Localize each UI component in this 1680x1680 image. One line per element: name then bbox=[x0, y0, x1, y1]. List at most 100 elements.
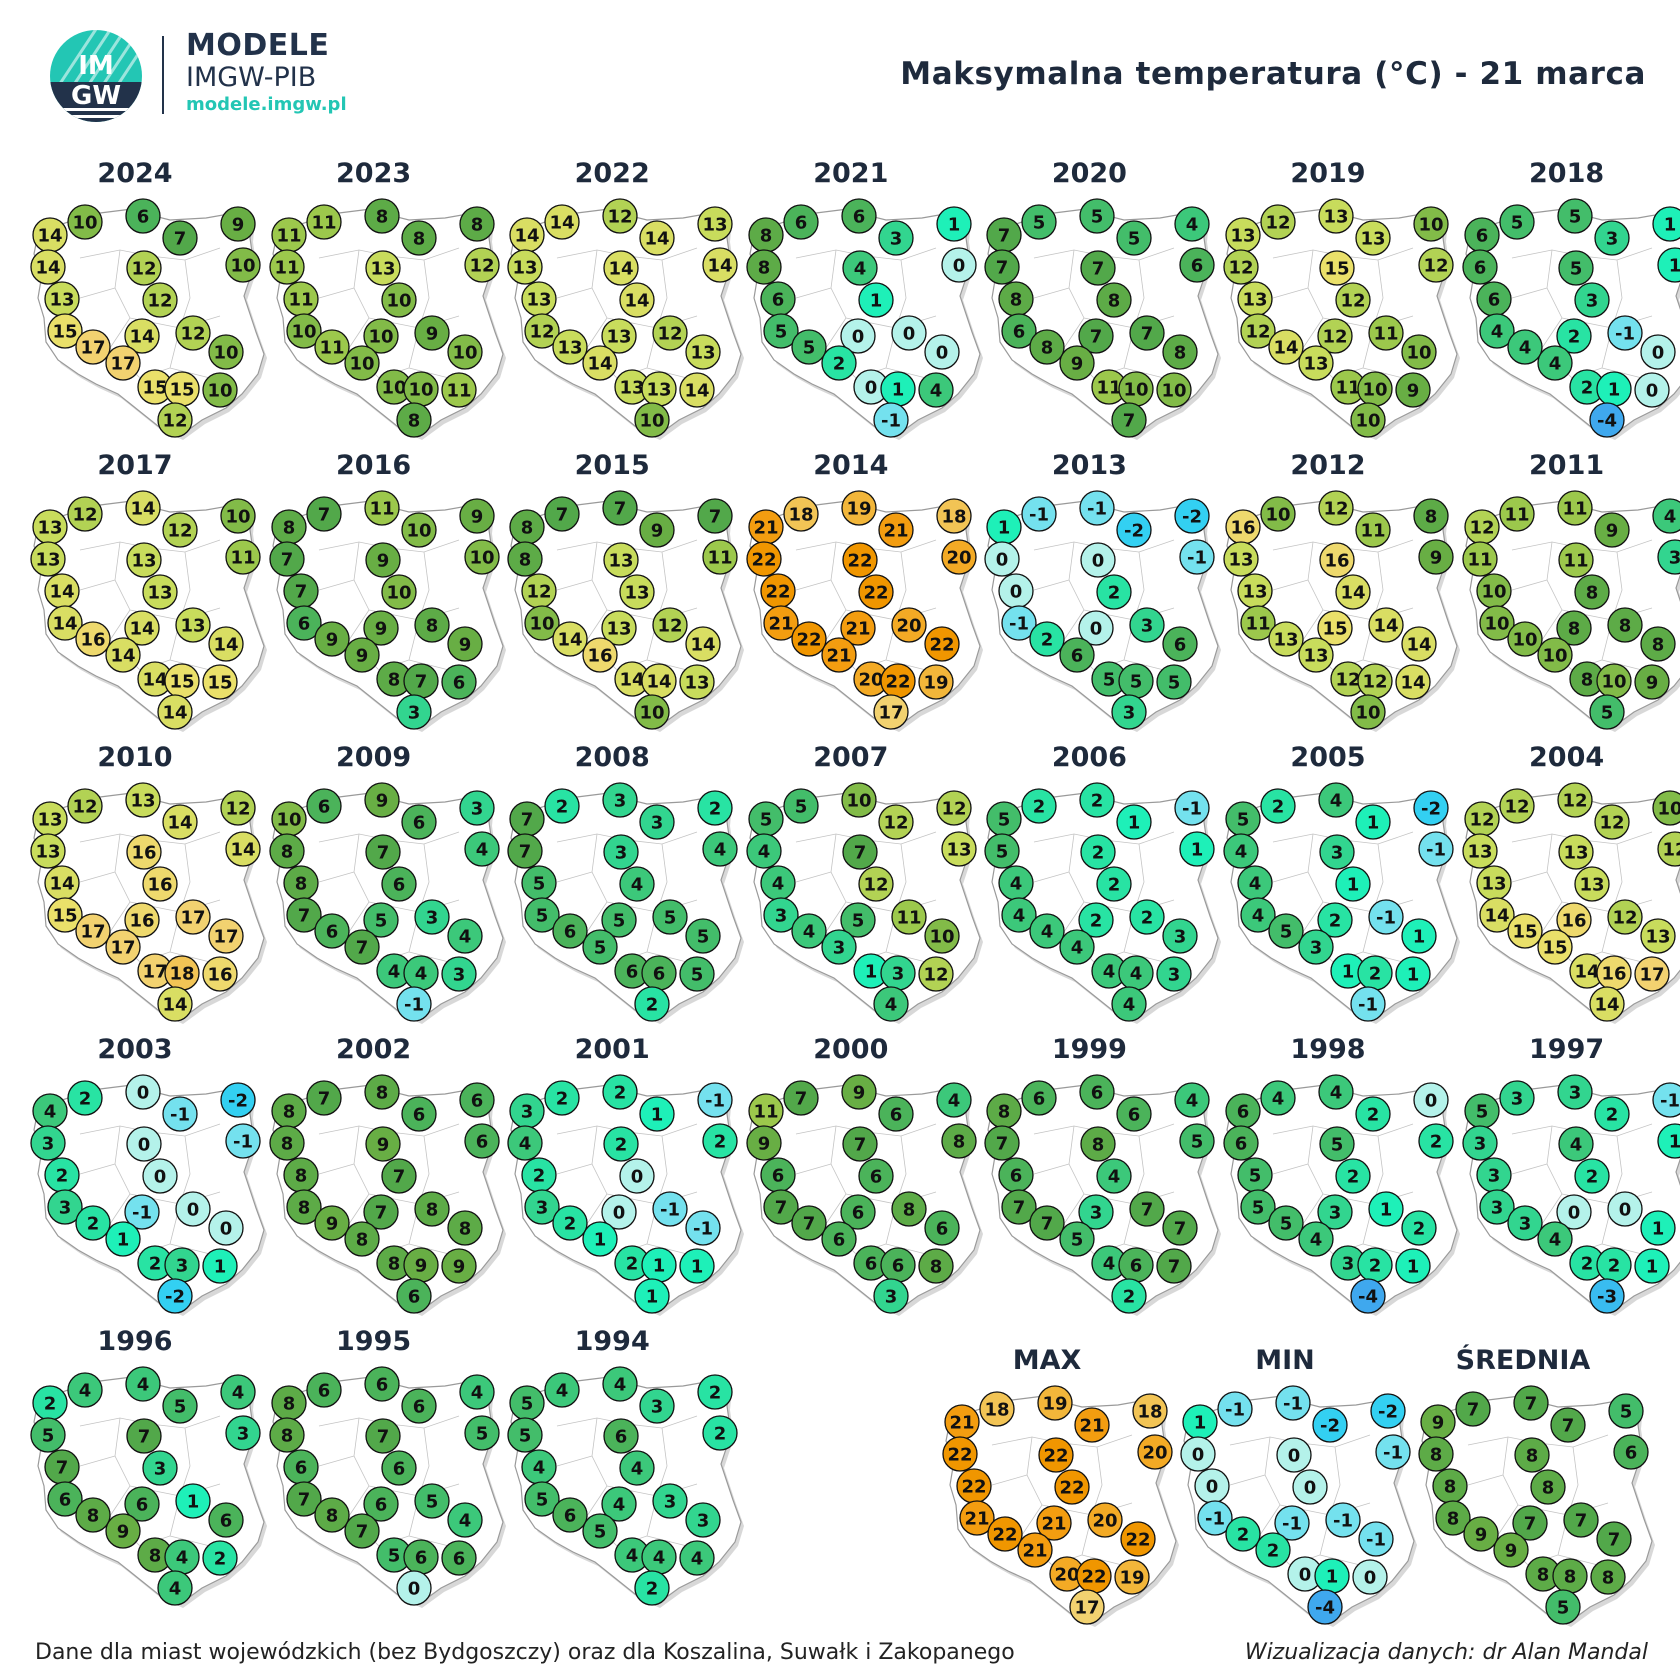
city-marker: 19 bbox=[1037, 1385, 1073, 1421]
temperature-dot bbox=[942, 1436, 978, 1472]
city-marker: 8 bbox=[1080, 1126, 1117, 1162]
temperature-dot bbox=[1021, 1080, 1058, 1116]
city-marker: 2 bbox=[1029, 621, 1066, 657]
temperature-value: 6 bbox=[564, 922, 577, 943]
temperature-value: 0 bbox=[1299, 1565, 1312, 1586]
map-panel-2023: 2023 11 11 8 8 8 11 13 12 11 10 10 10 11 10 9 10 10 10 11 8 bbox=[259, 158, 506, 440]
temperature-dot bbox=[1418, 539, 1454, 575]
temperature-dot bbox=[1355, 220, 1391, 256]
city-marker: 3 bbox=[873, 1278, 909, 1314]
temperature-value: 11 bbox=[1562, 499, 1587, 520]
city-marker: 8 bbox=[1573, 574, 1610, 610]
city-marker: 3 bbox=[821, 929, 857, 965]
temperature-value: 6 bbox=[392, 875, 405, 896]
temperature-value: 7 bbox=[297, 1490, 310, 1511]
temperature-value: 14 bbox=[685, 381, 710, 402]
city-marker: 6 bbox=[363, 1366, 400, 1402]
temperature-value: 8 bbox=[375, 207, 388, 228]
city-marker: 7 bbox=[507, 833, 543, 869]
temperature-value: 6 bbox=[137, 207, 150, 228]
temperature-value: 19 bbox=[1119, 1568, 1144, 1589]
city-marker: 7 bbox=[126, 1418, 162, 1454]
city-marker: 12 bbox=[175, 315, 211, 351]
temperature-dot bbox=[987, 1516, 1023, 1552]
city-marker: 8 bbox=[400, 220, 437, 256]
temperature-dot bbox=[225, 831, 261, 867]
temperature-value: 4 bbox=[519, 1134, 532, 1155]
city-marker: 11 bbox=[282, 281, 319, 317]
city-marker: 13 bbox=[641, 371, 677, 407]
temperature-value: 4 bbox=[758, 842, 771, 863]
city-marker: 6 bbox=[282, 1449, 319, 1485]
city-marker: 1 bbox=[582, 1221, 618, 1257]
temperature-value: 5 bbox=[533, 874, 546, 895]
temperature-dot bbox=[1078, 1194, 1115, 1230]
temperature-value: 9 bbox=[470, 507, 483, 528]
temperature-dot bbox=[524, 1189, 560, 1225]
city-marker: 12 bbox=[1240, 313, 1276, 349]
city-marker: 12 bbox=[1330, 661, 1366, 697]
city-marker: 4 bbox=[614, 1537, 650, 1573]
temperature-value: 11 bbox=[311, 213, 336, 234]
temperature-value: 16 bbox=[1324, 551, 1349, 572]
temperature-value: 5 bbox=[1568, 207, 1581, 228]
city-marker: 14 bbox=[552, 621, 588, 657]
region-border bbox=[179, 259, 191, 329]
temperature-dot bbox=[458, 498, 495, 534]
temperature-dot bbox=[1156, 956, 1193, 992]
temperature-value: 10 bbox=[349, 354, 374, 375]
temperature-value: 7 bbox=[1467, 1400, 1480, 1421]
temperature-dot bbox=[878, 804, 914, 840]
region-border bbox=[1229, 1474, 1266, 1486]
temperature-dot bbox=[458, 1374, 495, 1410]
city-marker: 15 bbox=[1536, 929, 1573, 965]
city-marker: 17 bbox=[75, 913, 111, 949]
city-marker: -1 bbox=[225, 1123, 261, 1159]
temperature-dot bbox=[157, 986, 193, 1022]
temperature-dot bbox=[1606, 899, 1643, 935]
temperature-value: 10 bbox=[929, 927, 954, 948]
region-border bbox=[1601, 951, 1642, 963]
temperature-value: 10 bbox=[1512, 630, 1537, 651]
map-panel-2018: 2018 6 5 5 3 1 6 5 1 6 4 3 2 4 0 -1 4 2 1 0 -4 bbox=[1452, 158, 1680, 440]
temperature-value: 17 bbox=[110, 938, 135, 959]
temperature-value: 6 bbox=[412, 1105, 425, 1126]
city-marker: 14 bbox=[1368, 607, 1404, 643]
temperature-value: 17 bbox=[1639, 965, 1664, 986]
city-marker: 2 bbox=[44, 1157, 80, 1193]
temperature-dot bbox=[1335, 282, 1371, 318]
temperature-value: 6 bbox=[852, 1203, 865, 1224]
temperature-dot bbox=[305, 1080, 342, 1116]
temperature-dot bbox=[1368, 315, 1404, 351]
temperature-value: 1 bbox=[187, 1492, 200, 1513]
temperature-dot bbox=[1298, 1221, 1334, 1257]
temperature-value: -3 bbox=[1597, 1287, 1617, 1308]
temperature-dot bbox=[1555, 610, 1592, 646]
temperature-dot bbox=[891, 607, 927, 643]
temperature-dot bbox=[175, 315, 211, 351]
city-marker: 0 bbox=[891, 315, 927, 351]
temperature-value: 20 bbox=[896, 616, 921, 637]
temperature-value: 8 bbox=[1010, 290, 1023, 311]
city-marker: 10 bbox=[1156, 372, 1193, 408]
city-marker: 10 bbox=[343, 345, 380, 381]
temperature-value: 4 bbox=[533, 1458, 546, 1479]
city-marker: 6 bbox=[924, 1210, 960, 1246]
temperature-value: 14 bbox=[1406, 635, 1431, 656]
temperature-value: 7 bbox=[355, 1522, 368, 1543]
city-marker: 7 bbox=[1080, 250, 1117, 286]
temperature-value: 5 bbox=[1237, 810, 1250, 831]
temperature-dot bbox=[305, 1372, 342, 1408]
city-marker: 6 bbox=[400, 1096, 437, 1132]
temperature-dot bbox=[1225, 1516, 1261, 1552]
temperature-dot bbox=[1162, 1210, 1199, 1246]
temperature-value: 5 bbox=[374, 911, 387, 932]
city-marker: 12 bbox=[126, 250, 162, 286]
city-marker: 5 bbox=[1556, 198, 1593, 234]
city-marker: 4 bbox=[1001, 897, 1038, 933]
city-marker: 4 bbox=[1651, 498, 1680, 534]
temperature-dot bbox=[791, 913, 827, 949]
temperature-value: 6 bbox=[653, 964, 666, 985]
city-marker: 6 bbox=[400, 1388, 437, 1424]
temperature-dot bbox=[878, 220, 914, 256]
